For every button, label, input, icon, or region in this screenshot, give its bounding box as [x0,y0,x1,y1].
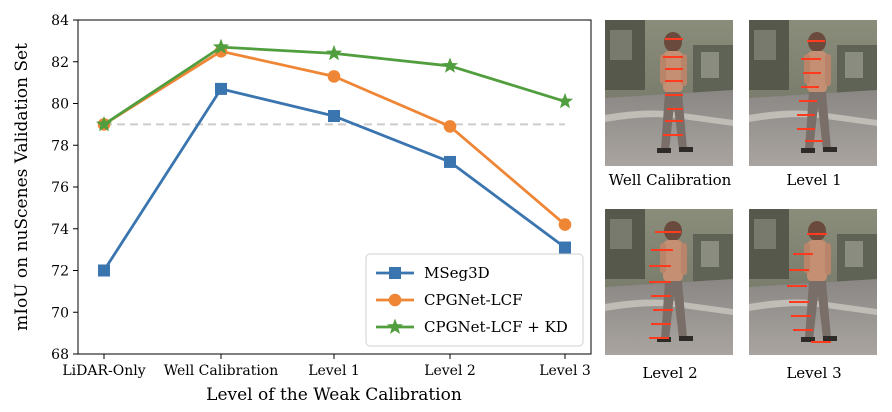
series-cpgnet-lcf-kd [95,38,574,132]
x-tick-label: Well Calibration [164,363,279,379]
caption-level-3: Level 3 [786,364,842,382]
pedestrian-image [605,20,733,166]
photo-level-3 [749,209,877,355]
data-point-square [215,82,227,95]
line-chart: 68 70 72 74 76 78 80 82 84 LiDAR-Only Well Calibra… [12,13,592,405]
legend-box [365,253,584,347]
legend-label: CPGNet-LCF [424,291,523,309]
caption-level-2: Level 2 [642,364,698,382]
y-tick-label: 84 [51,13,69,29]
data-point-star [386,318,404,334]
data-point-circle [558,218,572,231]
pedestrian-image [749,20,877,166]
data-point-star [212,38,230,55]
y-tick-label: 80 [51,97,69,113]
y-tick-label: 78 [51,138,69,154]
x-tick-label: LiDAR-Only [62,363,145,379]
data-point-square [389,267,401,279]
photo-level-2 [605,209,733,355]
series-cpgnet-lcf [97,45,572,231]
photo-well-calibration [605,20,733,166]
x-axis-label: Level of the Weak Calibration [206,385,462,405]
data-point-square [328,110,340,123]
legend-label: CPGNet-LCF + KD [424,318,568,336]
y-tick-label: 76 [51,180,69,196]
data-point-square [444,155,456,168]
data-point-circle [327,70,341,83]
pedestrian-image [605,209,733,355]
x-tick-label: Level 3 [539,363,591,379]
y-tick-label: 68 [51,347,69,363]
series-mseg3d [98,82,571,277]
y-tick-label: 72 [51,264,69,280]
data-point-square [98,264,110,277]
legend-label: MSeg3D [424,264,490,282]
data-point-star [325,44,343,61]
data-point-star [441,57,459,73]
y-tick-label: 82 [51,55,69,71]
data-point-circle [388,293,402,307]
photo-level-1 [749,20,877,166]
legend: MSeg3D CPGNet-LCF CPGNet-LCF + KD [365,253,584,347]
x-tick-label: Level 1 [308,363,360,379]
data-point-circle [443,120,457,133]
caption-level-1: Level 1 [786,171,842,189]
y-tick-label: 74 [51,222,69,238]
y-axis-label: mIoU on nuScenes Validation Set [12,43,32,331]
caption-well-calibration: Well Calibration [608,171,732,189]
data-point-square [559,241,571,254]
data-point-star [556,92,574,109]
pedestrian-image [749,209,877,355]
x-tick-label: Level 2 [424,363,476,379]
data-point-star [95,115,113,132]
y-tick-label: 70 [51,305,69,321]
